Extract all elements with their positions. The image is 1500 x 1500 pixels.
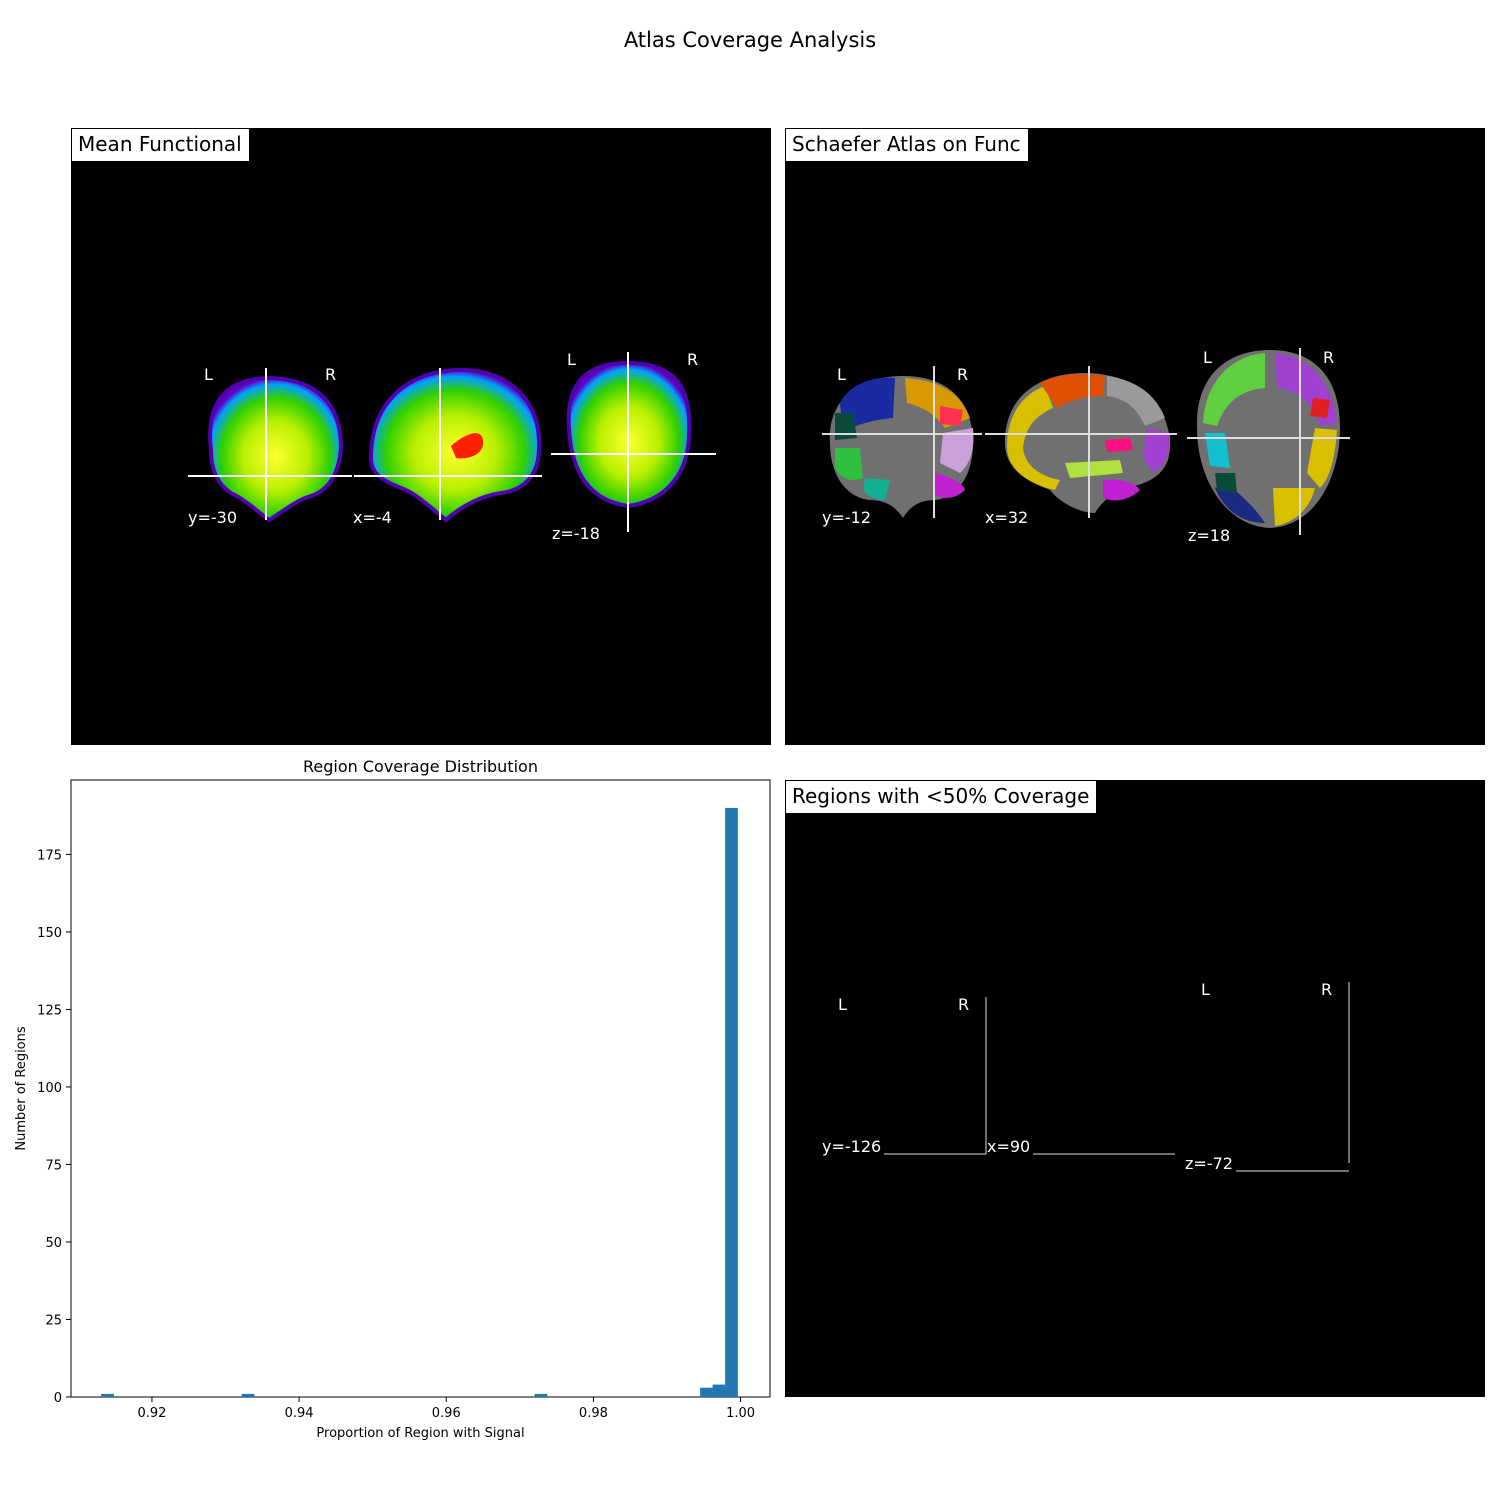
y-tick-label: 150	[37, 926, 62, 941]
histogram-bar	[101, 1393, 114, 1397]
x-tick-label: 0.96	[432, 1406, 461, 1421]
mean-functional-panel: L R y=-30 x=-4 L R z=-18 Mean Functional	[71, 128, 771, 745]
y-tick-label: 50	[45, 1236, 62, 1251]
coronal-slice	[829, 376, 974, 518]
slice-labels: L R y=-30 x=-4 L R z=-18	[188, 350, 698, 543]
sagittal-slice	[368, 367, 542, 523]
histogram-title: Region Coverage Distribution	[303, 757, 538, 776]
right-marker: R	[958, 995, 969, 1014]
crosshairs	[188, 352, 716, 532]
x-axis-ticks: 0.92 0.94 0.96 0.98 1.00	[137, 1397, 755, 1421]
left-marker: L	[204, 365, 213, 384]
left-marker: L	[838, 995, 847, 1014]
schaefer-brain-views: L R y=-12 x=32 L R z=18	[822, 348, 1350, 545]
right-marker: R	[687, 350, 698, 369]
histogram-bar	[712, 1384, 726, 1397]
slice-labels: L R y=-12 x=32 L R z=18	[822, 348, 1334, 545]
x-tick-label: 0.92	[137, 1406, 166, 1421]
coord-label: x=32	[985, 508, 1028, 527]
y-tick-label: 25	[45, 1313, 62, 1328]
panel-title: Regions with <50% Coverage	[786, 781, 1097, 813]
mean-functional-brain-views: L R y=-30 x=-4 L R z=-18	[188, 350, 716, 543]
histogram-bar	[700, 1387, 713, 1397]
panel-title: Schaefer Atlas on Func	[786, 129, 1028, 161]
coverage-histogram: 0.92 0.94 0.96 0.98 1.00 0 25 50 75 100 125 150 175…	[14, 779, 771, 1441]
left-marker: L	[837, 365, 846, 384]
y-tick-label: 0	[54, 1391, 62, 1406]
x-tick-label: 1.00	[726, 1406, 755, 1421]
coord-label: y=-12	[822, 508, 871, 527]
coord-label: z=-72	[1185, 1154, 1233, 1173]
low-coverage-brain-views: L R y=-126 x=90 L R z=-72	[822, 980, 1350, 1173]
coord-label: x=-4	[353, 508, 392, 527]
panel-title: Mean Functional	[72, 129, 249, 161]
histogram-bar	[534, 1393, 548, 1397]
coord-label: x=90	[987, 1137, 1030, 1156]
right-marker: R	[1323, 348, 1334, 367]
slice-labels: L R y=-126 x=90 L R z=-72	[822, 980, 1332, 1173]
plot-frame	[70, 779, 771, 1398]
y-tick-label: 175	[37, 848, 62, 863]
crosshairs	[884, 982, 1350, 1172]
histogram-bar	[241, 1393, 255, 1397]
figure-title: Atlas Coverage Analysis	[623, 28, 877, 52]
coord-label: y=-30	[188, 508, 237, 527]
left-marker: L	[1203, 348, 1212, 367]
histogram-bar	[725, 807, 738, 1397]
x-tick-label: 0.94	[285, 1406, 314, 1421]
histogram-bars	[101, 807, 738, 1397]
coord-label: z=-18	[552, 524, 600, 543]
crosshairs	[822, 348, 1350, 535]
right-marker: R	[325, 365, 336, 384]
left-marker: L	[567, 350, 576, 369]
coronal-slice	[208, 375, 344, 523]
sagittal-slice	[1004, 373, 1171, 513]
low-coverage-panel: L R y=-126 x=90 L R z=-72 Regions with <…	[785, 780, 1485, 1397]
y-axis-label: Number of Regions	[14, 1026, 29, 1151]
y-tick-label: 125	[37, 1003, 62, 1018]
schaefer-atlas-panel: L R y=-12 x=32 L R z=18 Schaefer Atlas o…	[785, 128, 1485, 745]
left-marker: L	[1201, 980, 1210, 999]
y-tick-label: 75	[45, 1158, 62, 1173]
right-marker: R	[957, 365, 968, 384]
right-marker: R	[1321, 980, 1332, 999]
y-tick-label: 100	[37, 1081, 62, 1096]
y-axis-ticks: 0 25 50 75 100 125 150 175	[37, 848, 71, 1406]
x-tick-label: 0.98	[579, 1406, 608, 1421]
coord-label: y=-126	[822, 1137, 881, 1156]
x-axis-label: Proportion of Region with Signal	[316, 1426, 524, 1441]
coord-label: z=18	[1188, 526, 1230, 545]
